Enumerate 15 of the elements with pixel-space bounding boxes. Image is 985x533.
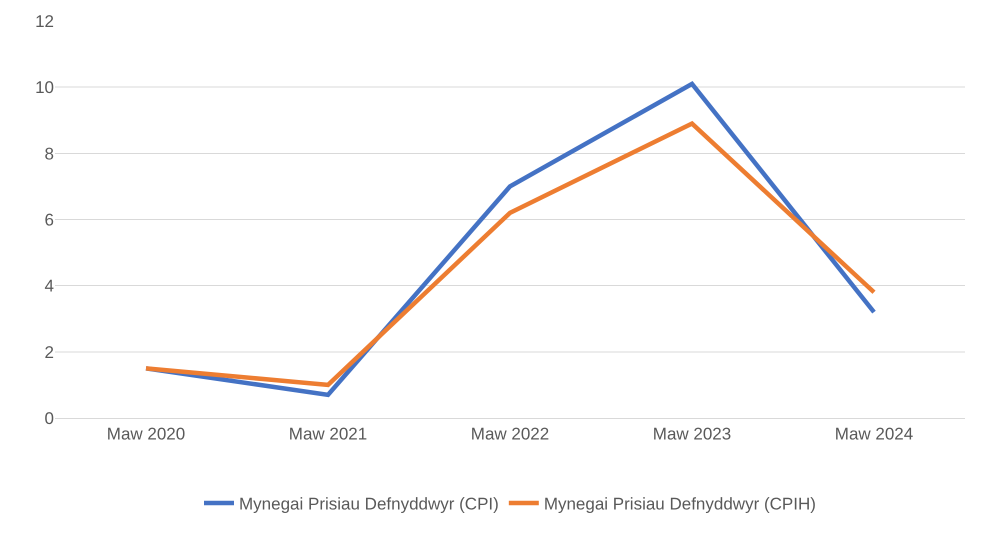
x-tick-label: Maw 2023 [652, 424, 732, 444]
line-series [144, 121, 876, 388]
y-tick-label: 8 [44, 144, 54, 164]
x-tick-label: Maw 2021 [288, 424, 368, 444]
x-tick-label: Maw 2024 [834, 424, 914, 444]
legend-label: Mynegai Prisiau Defnyddwyr (CPIH) [544, 494, 816, 514]
x-tick-label: Maw 2022 [470, 424, 550, 444]
x-tick-label: Maw 2020 [106, 424, 186, 444]
y-tick-label: 4 [44, 276, 54, 296]
y-tick-label: 6 [44, 210, 54, 230]
y-tick-label: 0 [44, 408, 54, 428]
y-tick-label: 12 [35, 12, 54, 31]
y-tick-label: 10 [35, 78, 54, 98]
legend-label: Mynegai Prisiau Defnyddwyr (CPI) [239, 494, 499, 514]
y-tick-label: 2 [44, 342, 54, 362]
